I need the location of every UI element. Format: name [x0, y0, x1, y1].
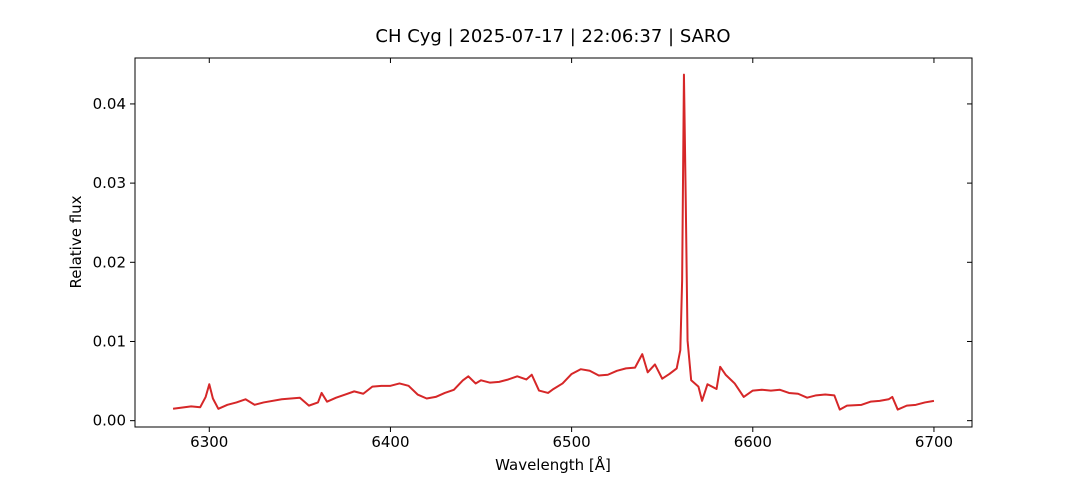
x-tick-label: 6300 [190, 433, 228, 451]
y-tick-label: 0.00 [93, 412, 126, 430]
y-tick-label: 0.02 [93, 253, 126, 271]
x-tick-label: 6500 [553, 433, 591, 451]
x-tick-label: 6600 [734, 433, 772, 451]
spectrum-line [172, 73, 935, 411]
chart-title: CH Cyg | 2025-07-17 | 22:06:37 | SARO [375, 26, 730, 47]
y-axis-label: Relative flux [67, 195, 85, 288]
y-tick-label: 0.01 [93, 332, 126, 350]
x-axis-label: Wavelength [Å] [495, 455, 611, 474]
plot-frame [134, 57, 973, 428]
y-tick-label: 0.03 [93, 174, 126, 192]
y-tick-label: 0.04 [93, 95, 126, 113]
x-tick-label: 6700 [915, 433, 953, 451]
x-tick-label: 6400 [371, 433, 409, 451]
